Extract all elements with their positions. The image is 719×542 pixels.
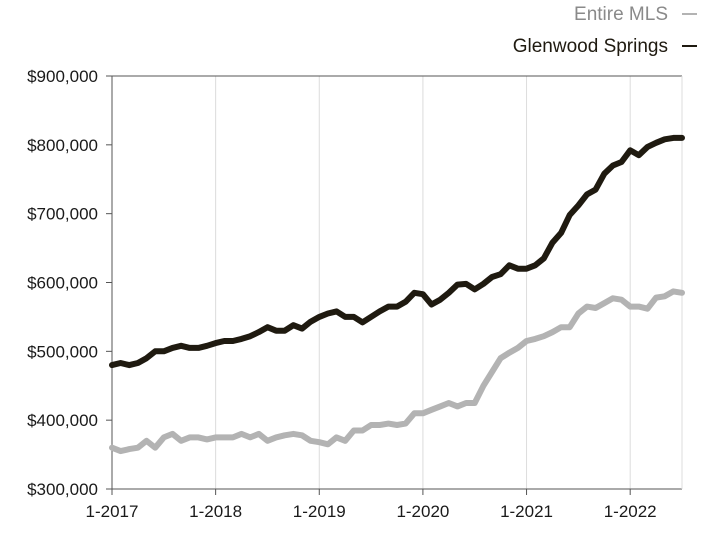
y-tick-label: $700,000 <box>27 205 98 224</box>
series-line-entire-mls <box>109 288 685 455</box>
x-tick-label: 1-2022 <box>604 502 657 521</box>
legend-label: Glenwood Springs <box>513 36 668 57</box>
y-tick-label: $400,000 <box>27 411 98 430</box>
legend: Entire MLS Glenwood Springs <box>513 4 697 57</box>
y-tick-label: $600,000 <box>27 274 98 293</box>
x-axis-ticks: 1-2017 1-2018 1-2019 1-2020 1-2021 1-2022 <box>86 489 657 521</box>
y-tick-label: $900,000 <box>27 67 98 86</box>
y-tick-label: $300,000 <box>27 480 98 499</box>
grid-lines <box>215 76 631 489</box>
x-tick-label: 1-2018 <box>189 502 242 521</box>
series-lines <box>109 134 685 455</box>
x-tick-label: 1-2021 <box>500 502 553 521</box>
legend-label: Entire MLS <box>574 4 668 25</box>
y-tick-label: $800,000 <box>27 136 98 155</box>
y-axis-ticks: $300,000 $400,000 $500,000 $600,000 $700,000… <box>27 67 112 499</box>
series-line-glenwood-springs <box>109 134 685 369</box>
x-tick-label: 1-2020 <box>396 502 449 521</box>
y-tick-label: $500,000 <box>27 342 98 361</box>
x-tick-label: 1-2017 <box>86 502 139 521</box>
x-tick-label: 1-2019 <box>293 502 346 521</box>
